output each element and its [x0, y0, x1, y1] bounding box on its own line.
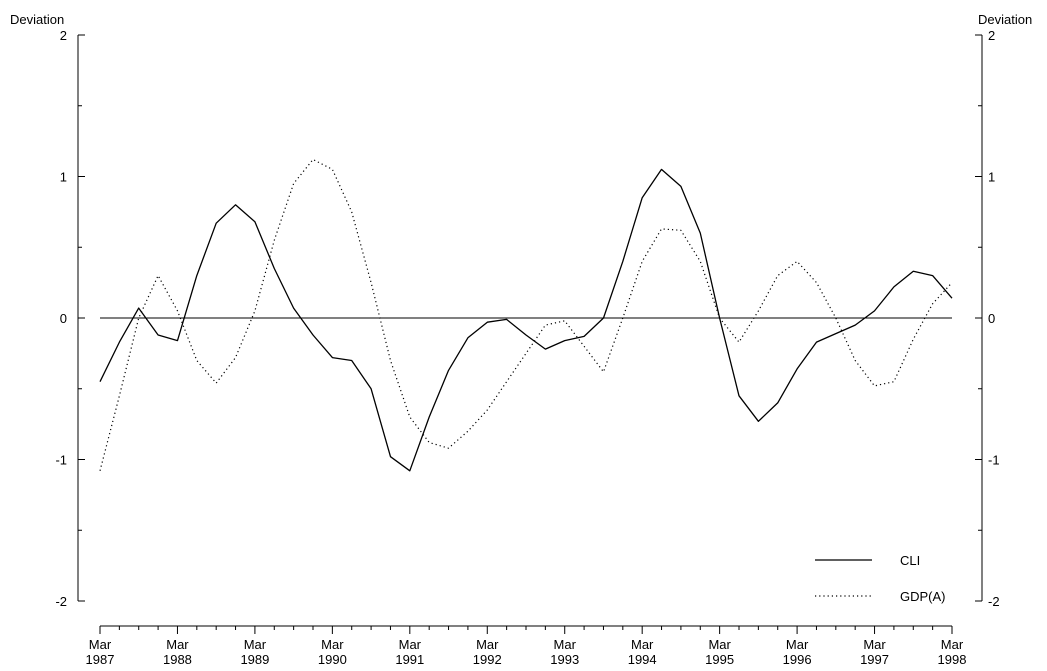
x-tick-label-year: 1987: [86, 652, 115, 667]
x-tick-label-year: 1996: [783, 652, 812, 667]
x-tick-label-month: Mar: [941, 637, 964, 652]
x-tick-label-month: Mar: [476, 637, 499, 652]
x-tick-label-year: 1989: [240, 652, 269, 667]
legend: CLI GDP(A): [815, 553, 946, 604]
x-tick-label-year: 1997: [860, 652, 889, 667]
y-left-tick-label: 1: [60, 170, 67, 185]
y-right-axis-title: Deviation: [978, 12, 1032, 27]
axes: -2 -2-1 -10 01 12 2Mar1987Mar1988Mar1989Mar19…: [55, 28, 999, 667]
x-tick-label-year: 1998: [938, 652, 967, 667]
x-tick-label-year: 1992: [473, 652, 502, 667]
legend-label: GDP(A): [900, 589, 946, 604]
series-layer: [99, 158, 953, 472]
series-line-gdp-a: [99, 158, 953, 471]
series-line-cli: [99, 168, 953, 472]
x-tick-label-year: 1995: [705, 652, 734, 667]
y-right-tick-label: 1: [988, 170, 995, 185]
x-tick-label-year: 1994: [628, 652, 657, 667]
y-left-tick-label: 0: [60, 311, 67, 326]
x-tick-label-month: Mar: [244, 637, 267, 652]
y-left-tick-label: -1: [55, 453, 67, 468]
x-tick-label-month: Mar: [786, 637, 809, 652]
x-tick-label-month: Mar: [89, 637, 112, 652]
y-left-tick-label: 2: [60, 28, 67, 43]
x-tick-label-year: 1993: [550, 652, 579, 667]
y-right-tick-label: 0: [988, 311, 995, 326]
legend-label: CLI: [900, 553, 920, 568]
y-left-tick-label: -2: [55, 594, 67, 609]
y-left-axis-title: Deviation: [10, 12, 64, 27]
x-tick-label-month: Mar: [399, 637, 422, 652]
y-right-tick-label: -2: [988, 594, 1000, 609]
x-tick-label-month: Mar: [708, 637, 731, 652]
x-tick-label-month: Mar: [631, 637, 654, 652]
x-tick-label-year: 1988: [163, 652, 192, 667]
x-tick-label-year: 1991: [395, 652, 424, 667]
x-tick-label-month: Mar: [554, 637, 577, 652]
y-right-tick-label: 2: [988, 28, 995, 43]
y-right-tick-label: -1: [988, 453, 1000, 468]
x-tick-label-month: Mar: [166, 637, 189, 652]
x-tick-label-month: Mar: [863, 637, 886, 652]
x-tick-label-month: Mar: [321, 637, 344, 652]
x-tick-label-year: 1990: [318, 652, 347, 667]
